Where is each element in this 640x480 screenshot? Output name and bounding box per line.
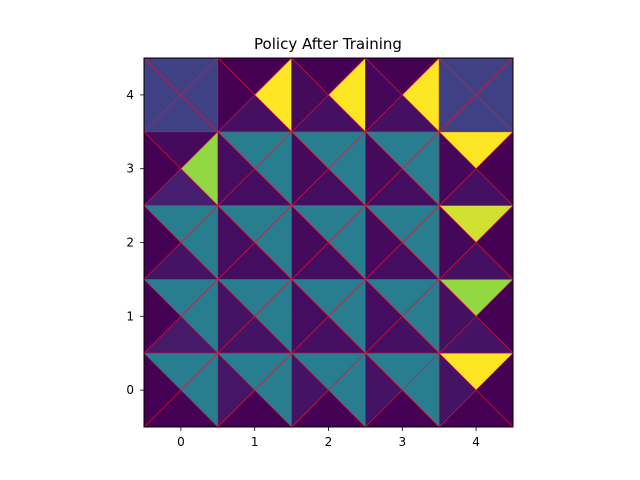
cell-3-2-left-triangle: [365, 204, 403, 281]
cell-2-1-left-triangle: [291, 278, 329, 354]
cell-1-1-left-triangle: [217, 278, 256, 354]
y-tick-label-1: 1: [126, 309, 134, 323]
cell-2-4-left-triangle: [291, 57, 329, 133]
cell-3-4-left-triangle: [365, 57, 403, 133]
x-tick-label-2: 2: [325, 435, 333, 449]
y-tick-label-2: 2: [126, 236, 134, 250]
cell-3-1-left-triangle: [365, 278, 403, 354]
cell-4-1-left-triangle: [438, 278, 477, 354]
y-tick-label-0: 0: [126, 383, 134, 397]
y-tick-label-4: 4: [126, 88, 134, 102]
cell-1-0-left-triangle: [217, 352, 256, 428]
cell-1-4-left-triangle: [217, 57, 256, 133]
x-tick-label-3: 3: [398, 435, 406, 449]
cell-4-4-left-triangle: [438, 57, 477, 133]
y-tick-label-3: 3: [126, 162, 134, 176]
cell-1-2-left-triangle: [217, 204, 256, 281]
x-tick-label-1: 1: [251, 435, 259, 449]
chart-title: Policy After Training: [254, 35, 402, 53]
cell-2-3-left-triangle: [291, 131, 329, 207]
cell-3-0-left-triangle: [365, 352, 403, 428]
y-axis: 0 1 2 3 4: [126, 88, 144, 397]
x-tick-label-4: 4: [472, 435, 480, 449]
cell-4-3-left-triangle: [438, 131, 477, 207]
cell-2-2-left-triangle: [291, 204, 329, 281]
cell-4-2-left-triangle: [438, 204, 477, 281]
cell-1-3-left-triangle: [217, 131, 256, 207]
cell-4-0-left-triangle: [438, 352, 477, 428]
x-axis: 0 1 2 3 4: [177, 427, 480, 449]
cell-2-0-left-triangle: [291, 352, 329, 428]
heatmap-cells: [143, 57, 514, 428]
x-tick-label-0: 0: [177, 435, 185, 449]
cell-3-3-left-triangle: [365, 131, 403, 207]
